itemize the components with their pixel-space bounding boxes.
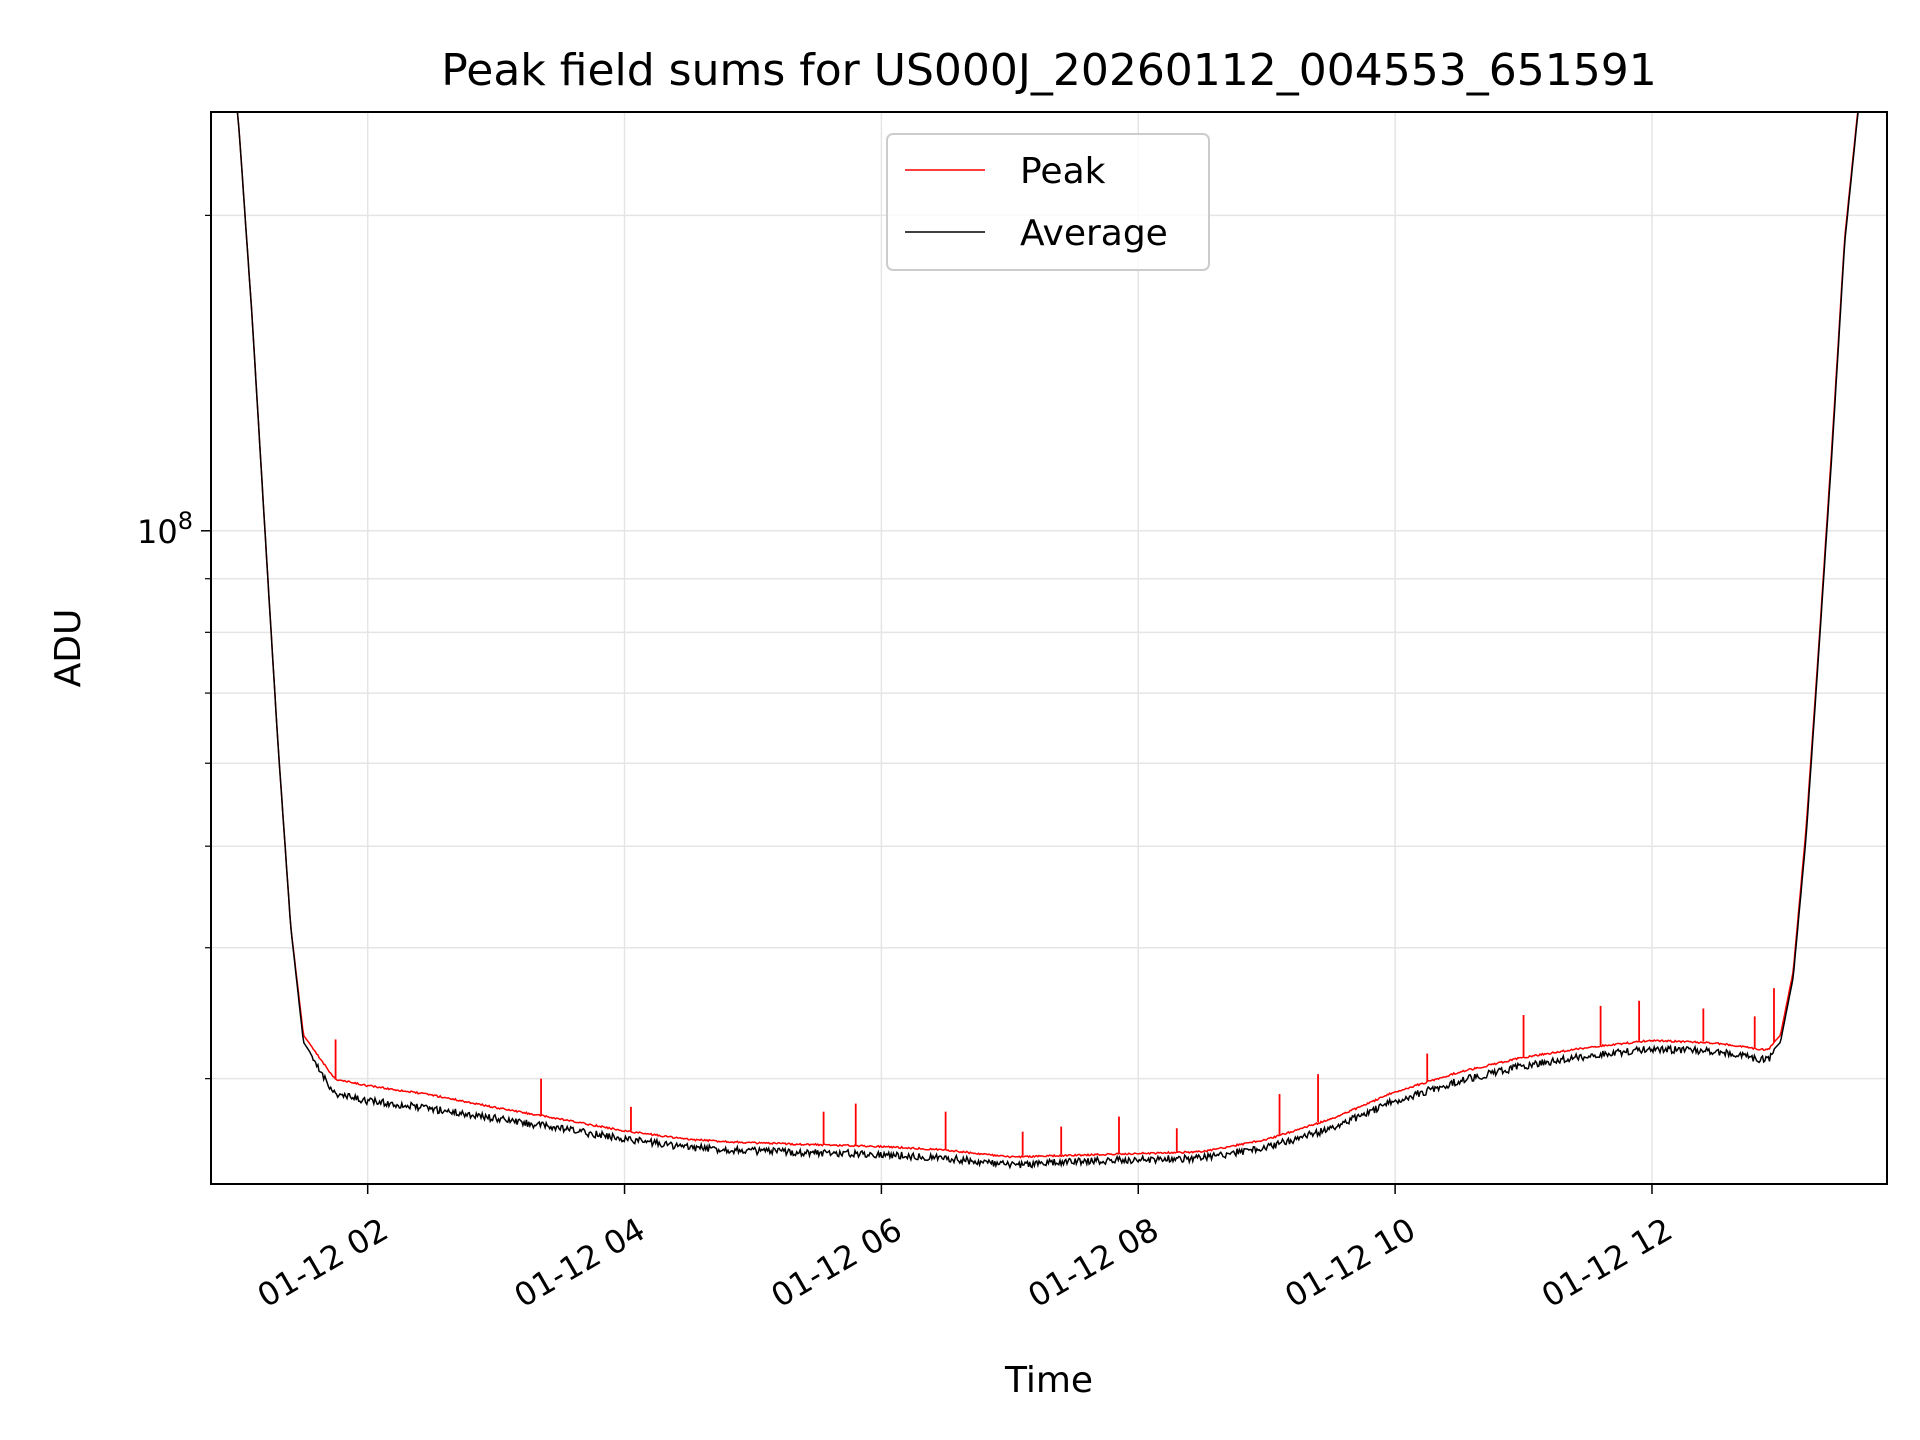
x-axis-label: Time — [1004, 1360, 1093, 1401]
peak-line — [236, 112, 1859, 1159]
series-layer — [236, 112, 1859, 1170]
legend-label-peak: Peak — [1020, 151, 1106, 192]
chart-title: Peak field sums for US000J_20260112_0045… — [441, 45, 1656, 96]
legend-label-average: Average — [1020, 213, 1168, 254]
y-tick-label: 108 — [137, 507, 193, 551]
legend-box — [886, 133, 1210, 271]
plot-frame — [210, 111, 1888, 1185]
average-line — [236, 112, 1859, 1170]
y-axis-label: ADU — [48, 609, 89, 688]
legend: Peak Average — [886, 133, 1210, 271]
